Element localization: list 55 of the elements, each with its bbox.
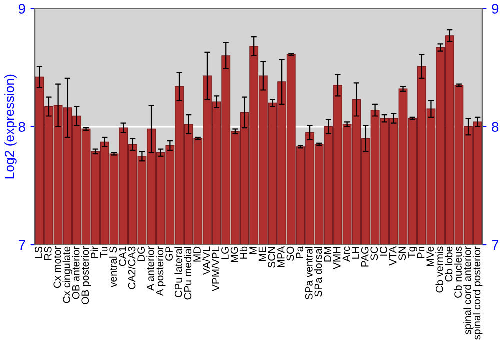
x-tick-label: ventral S [109,246,118,288]
y-tick-label: 7 [18,240,26,250]
x-tick-label: VTA [389,246,397,266]
x-tick-label: VMH [334,247,341,270]
x-tick-label: SO [286,246,294,261]
x-tick-label: MG [230,247,238,262]
x-tick-label: Hb [240,246,248,259]
y2-tick-label: 7 [492,240,499,250]
x-tick-label: IC [380,246,388,256]
x-tick-label: VA/VL [202,246,210,276]
x-tick-label: SC [370,246,378,260]
y2-tick-label: 9 [492,4,499,14]
x-tick-label: SCN [268,247,276,268]
x-tick-label: SN [398,247,406,260]
x-tick-label: MVe [426,246,434,266]
x-tick-label: ME [258,246,266,262]
x-tick-label: MD [194,246,201,262]
x-tick-label: Cx cingulate [62,246,72,304]
x-tick-label: Tg [408,247,418,258]
y-tick-label: 8 [18,122,26,132]
x-tick-label: CPu medial [184,247,192,300]
x-tick-label: spinal cord posterior [472,246,483,340]
y2-tick-label: 8 [492,122,499,132]
x-tick-label: LS [35,246,42,258]
x-tick-label: MPA [278,246,285,268]
x-tick-label: Cx motor [54,246,62,288]
x-tick-label: Pa [296,246,304,258]
x-tick-label: DM [324,247,332,262]
x-tick-label: VPM/VPL [212,246,220,292]
x-tick-label: CA2/CA3 [128,246,136,290]
y-tick-label: 9 [18,4,26,14]
x-tick-label: LH [352,247,360,259]
x-tick-label: Cb lobe [445,246,453,282]
x-tick-label: spinal cord anterior [464,246,474,335]
x-tick-label: CPu lateral [174,247,182,298]
x-tick-label: Cb vermis [436,246,444,293]
x-tick-label: Arc [342,246,350,262]
x-tick-label: OB anterior [72,246,80,300]
x-tick-label: Tu [100,247,108,258]
x-tick-label: M [250,247,257,254]
x-tick-label: Pir [90,246,98,258]
x-tick-label: OB posterior [81,246,92,304]
x-tick-label: SPa ventral [305,247,313,300]
x-tick-label: PAG [361,247,369,267]
x-tick-label: DG [138,247,146,262]
x-tick-label: CA1 [118,246,126,266]
x-tick-label: Pn [417,247,425,258]
x-tick-label: A posterior [156,246,166,296]
x-tick-label: GP [166,246,173,261]
y-axis-title: Log2 (expression) [4,74,17,179]
x-tick-label: Cb nucleus [454,246,462,298]
x-tick-label: LG [222,247,229,260]
x-tick-label: SPa dorsal [314,247,322,297]
x-tick-label: RS [44,246,52,260]
x-tick-label: A anterior [146,246,154,291]
